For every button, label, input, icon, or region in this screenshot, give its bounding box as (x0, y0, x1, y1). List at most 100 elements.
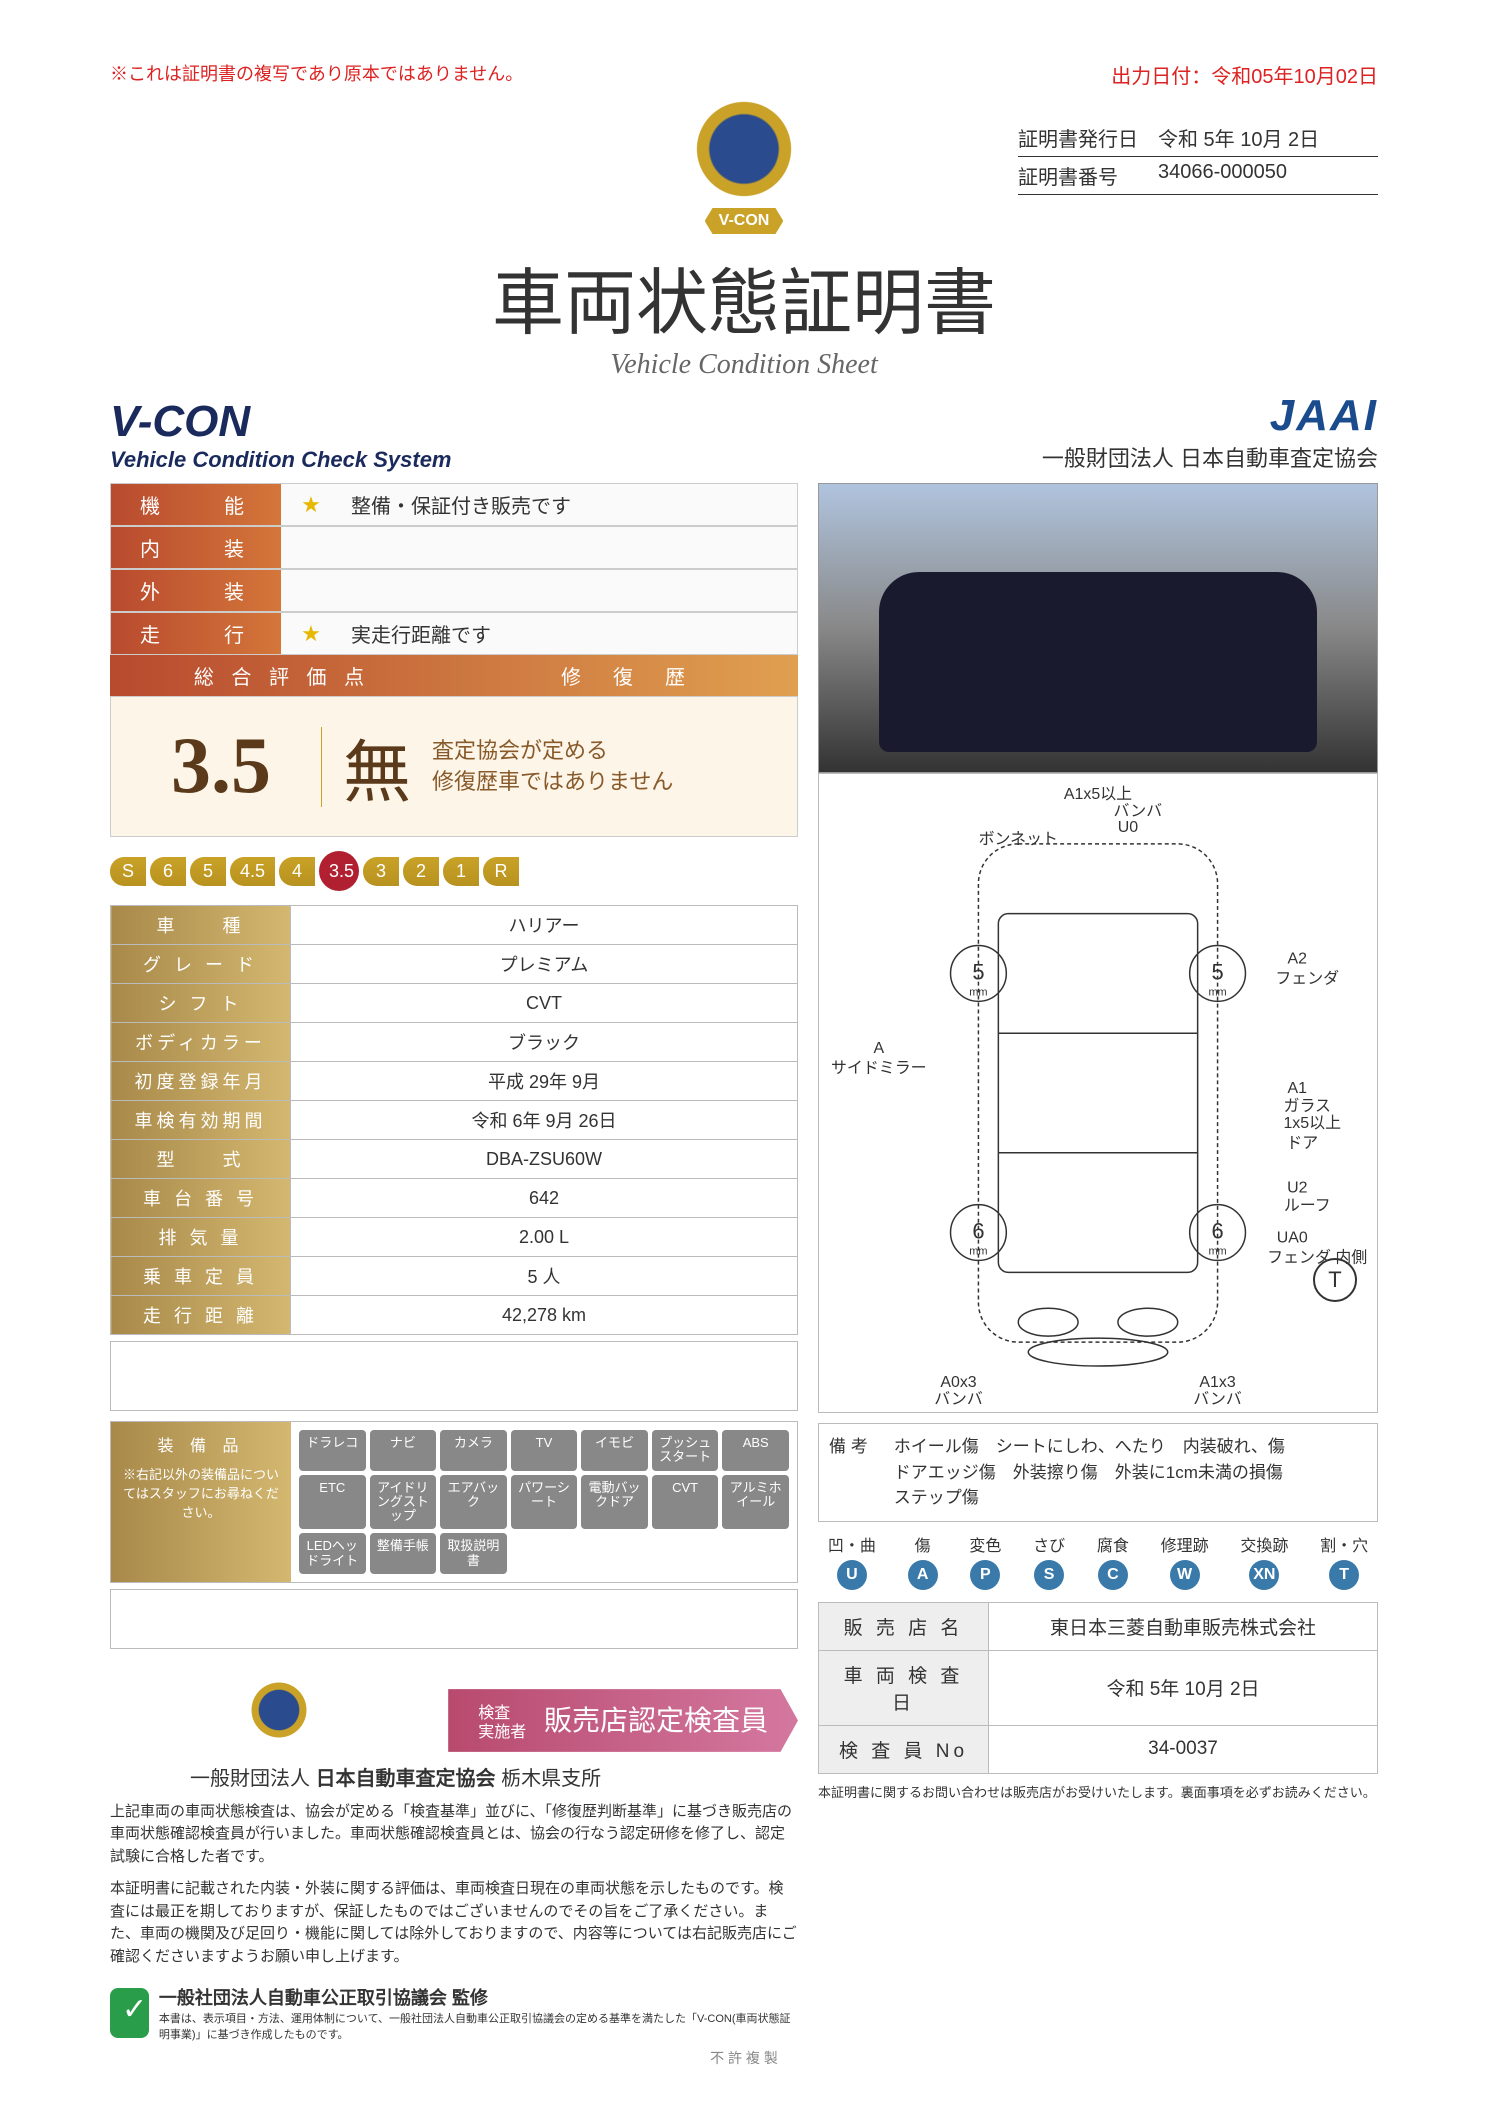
scale-item: 3 (363, 857, 399, 886)
association-line: 一般財団法人 日本自動車査定協会 栃木県支所 (190, 1762, 798, 1791)
cert-no-value: 34066-000050 (1158, 161, 1287, 190)
certificate-info: 証明書発行日 令和 5年 10月 2日 証明書番号 34066-000050 (1018, 119, 1378, 195)
rating-row: 走 行 ★ 実走行距離です (110, 612, 798, 655)
damage-legend: 凹・曲 U傷 A変色 Pさび S腐食 C修理跡 W交換跡 XN割・穴 T (818, 1532, 1378, 1590)
legend-label: 傷 (908, 1532, 938, 1556)
spec-value: ハリアー (291, 906, 798, 945)
scale-item: R (483, 857, 519, 886)
rating-row-label: 外 装 (111, 570, 281, 611)
spec-row: グ レ ー ド プレミアム (111, 945, 798, 984)
spec-label: 車検有効期間 (111, 1101, 291, 1140)
diag-right9: フェンダ 内側 (1267, 1248, 1367, 1266)
diag-bl2: バンバ (934, 1391, 983, 1408)
dealer-table: 販 売 店 名 東日本三菱自動車販売株式会社車 両 検 査 日 令和 5年 10… (818, 1602, 1378, 1774)
scale-item: 4 (279, 857, 315, 886)
spec-row: ボディカラー ブラック (111, 1023, 798, 1062)
rating-row-label: 走 行 (111, 613, 281, 654)
legend-label: 交換跡 (1240, 1532, 1288, 1556)
copy-disclaimer: ※これは証明書の複写であり原本ではありません。 (110, 60, 523, 86)
scale-item: 1 (443, 857, 479, 886)
equipment-chip: イモビ (581, 1430, 648, 1471)
top-row: ※これは証明書の複写であり原本ではありません。 出力日付：令和05年10月02日 (110, 60, 1378, 89)
diag-right1: A2 (1288, 950, 1308, 967)
legend-item: 割・穴 T (1320, 1532, 1368, 1590)
diag-right6: U2 (1287, 1180, 1308, 1197)
legend-code-badge: S (1034, 1560, 1064, 1590)
vcon-title: V-CON (110, 397, 452, 447)
dealer-label: 販 売 店 名 (819, 1602, 989, 1650)
diag-right5: ドア (1286, 1135, 1318, 1152)
spec-row: 乗 車 定 員 5 人 (111, 1257, 798, 1296)
dealer-value: 令和 5年 10月 2日 (989, 1650, 1378, 1725)
svg-text:mm: mm (1208, 986, 1226, 998)
subtitle: Vehicle Condition Sheet (110, 349, 1378, 381)
remarks-box: 備 考 ホイール傷 シートにしわ、へたり 内装破れ、傷 ドアエッジ傷 外装擦り傷… (818, 1423, 1378, 1522)
repair-history-desc: 査定協会が定める 修復歴車ではありません (432, 736, 673, 798)
equipment-chip: 取扱説明書 (440, 1533, 507, 1574)
equipment-chip: ドラレコ (299, 1430, 366, 1471)
vcon-subtitle: Vehicle Condition Check System (110, 447, 452, 473)
spec-row: 排 気 量 2.00 L (111, 1218, 798, 1257)
equipment-label: 装 備 品 (121, 1432, 281, 1456)
equipment-chip: TV (511, 1430, 578, 1471)
equipment-box: 装 備 品 ※右記以外の装備品についてはスタッフにお尋ねください。 ドラレコナビ… (110, 1421, 798, 1583)
equipment-chip: 整備手帳 (370, 1533, 437, 1574)
legend-label: 変色 (969, 1532, 1001, 1556)
equipment-chip: CVT (652, 1475, 719, 1530)
legend-item: 修理跡 W (1161, 1532, 1209, 1590)
rating-scale: S654.543.5321R (110, 851, 798, 891)
fine-print-2: 本証明書に記載された内装・外装に関する評価は、車両検査日現在の車両状態を示したも… (110, 1878, 798, 1968)
banner-small-label: 検査 実施者 (478, 1704, 526, 1742)
spec-value: 42,278 km (291, 1296, 798, 1335)
spec-row: 車 台 番 号 642 (111, 1179, 798, 1218)
spec-row: シ フ ト CVT (111, 984, 798, 1023)
legend-label: 割・穴 (1320, 1532, 1368, 1556)
main-title: 車両状態証明書 (110, 244, 1378, 349)
scale-item: 4.5 (230, 857, 275, 886)
remarks-label: 備 考 (829, 1434, 889, 1460)
inspector-banner: 検査 実施者 販売店認定検査員 (448, 1689, 798, 1752)
remarks-text: ホイール傷 シートにしわ、へたり 内装破れ、傷 ドアエッジ傷 外装擦り傷 外装に… (894, 1434, 1334, 1511)
output-date: 出力日付：令和05年10月02日 (1111, 60, 1378, 89)
spec-value: 令和 6年 9月 26日 (291, 1101, 798, 1140)
spec-value: 642 (291, 1179, 798, 1218)
rating-row-label: 機 能 (111, 484, 281, 525)
diag-right8: UA0 (1277, 1229, 1308, 1246)
equipment-chip: カメラ (440, 1430, 507, 1471)
footer-row: 一般社団法人自動車公正取引協議会 監修 本書は、表示項目・方法、運用体制について… (110, 1984, 798, 2042)
legend-code-badge: P (970, 1560, 1000, 1590)
legend-item: 腐食 C (1097, 1532, 1129, 1590)
no-copy-label: 不 許 複 製 (110, 2048, 1378, 2068)
jaai-subtitle: 一般財団法人 日本自動車査定協会 (1042, 441, 1378, 473)
diag-top1: A1x5以上 (1064, 785, 1132, 803)
diag-left1: A (873, 1040, 884, 1057)
svg-text:mm: mm (1208, 1245, 1226, 1257)
diag-left2: サイドミラー (831, 1060, 927, 1077)
svg-text:mm: mm (969, 1245, 987, 1257)
spec-value: プレミアム (291, 945, 798, 984)
dealer-value: 東日本三菱自動車販売株式会社 (989, 1602, 1378, 1650)
spec-value: 2.00 L (291, 1218, 798, 1257)
diag-br2: バンバ (1193, 1391, 1242, 1408)
rating-row-text: 整備・保証付き販売です (341, 490, 571, 519)
right-column: A1x5以上 バンバ U0 ボンネット A サイドミラー A2 フェンダ A1 … (818, 483, 1378, 2042)
spec-value: 平成 29年 9月 (291, 1062, 798, 1101)
scale-item: S (110, 857, 146, 886)
left-column: 機 能 ★ 整備・保証付き販売です 内 装 外 装 走 行 ★ 実走行距離です … (110, 483, 798, 2042)
equipment-chip: ABS (722, 1430, 789, 1471)
dealer-row: 検 査 員 No 34-0037 (819, 1725, 1378, 1773)
equipment-chip: プッシュスタート (652, 1430, 719, 1471)
rating-row-text: 実走行距離です (341, 619, 491, 648)
repair-history-mark: 無 (322, 717, 432, 816)
equipment-chip: ETC (299, 1475, 366, 1530)
spec-row: 初度登録年月 平成 29年 9月 (111, 1062, 798, 1101)
footer-title: 一般社団法人自動車公正取引協議会 監修 (159, 1984, 798, 2010)
legend-code-badge: W (1170, 1560, 1200, 1590)
rating-row-star: ★ (281, 492, 341, 518)
scale-item: 6 (150, 857, 186, 886)
cert-issue-label: 証明書発行日 (1018, 123, 1158, 152)
spec-table: 車 種 ハリアーグ レ ー ド プレミアムシ フ ト CVTボディカラー ブラッ… (110, 905, 798, 1335)
svg-text:6: 6 (972, 1218, 984, 1243)
score-header: 総 合 評 価 点 修 復 歴 (110, 655, 798, 696)
dealer-label: 車 両 検 査 日 (819, 1650, 989, 1725)
